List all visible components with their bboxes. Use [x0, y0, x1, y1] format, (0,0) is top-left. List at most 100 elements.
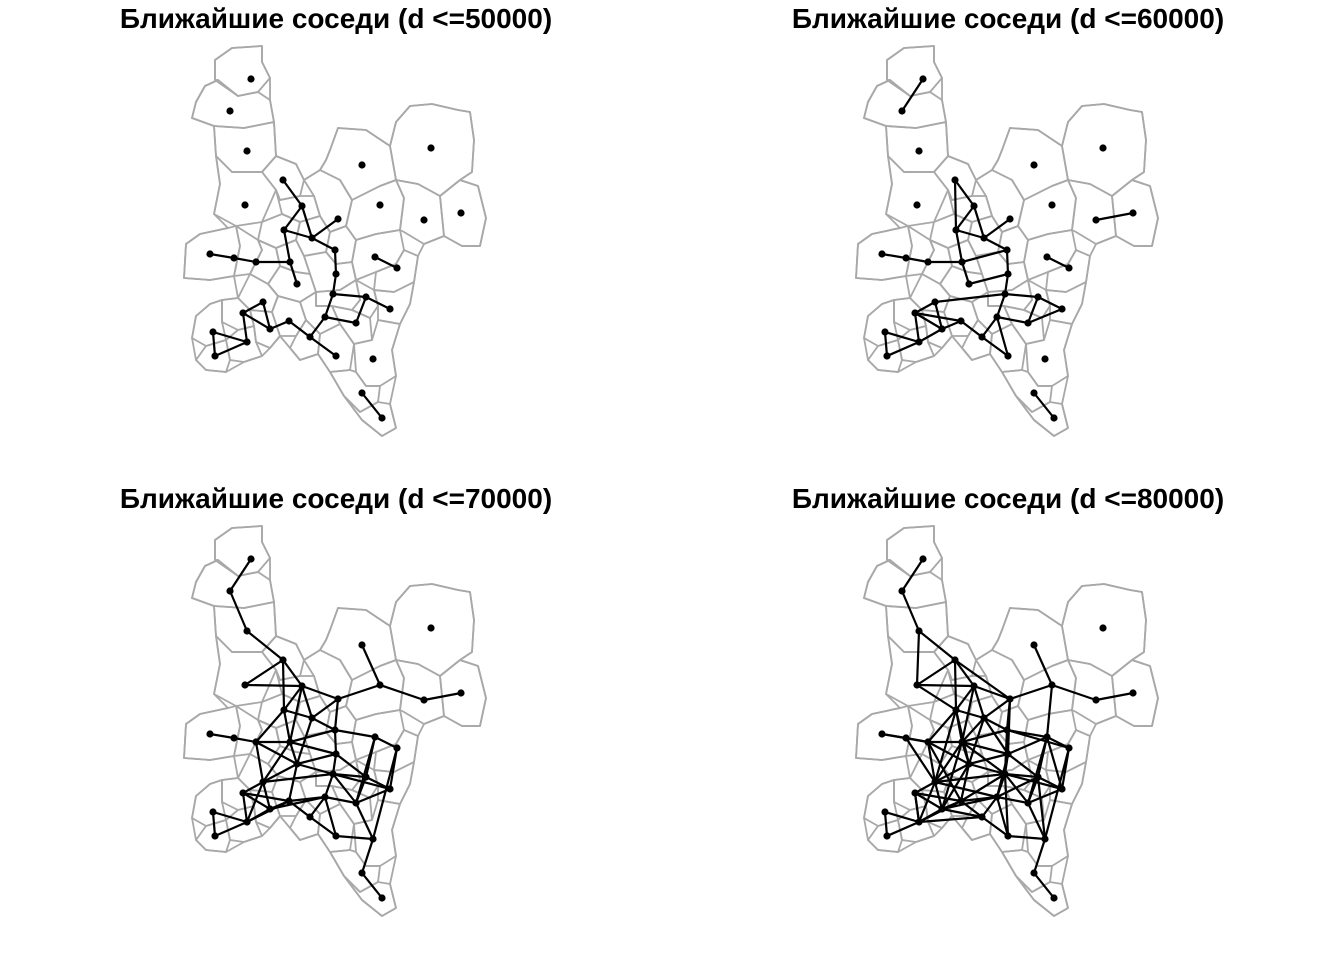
district-boundary — [191, 779, 227, 827]
neighbour-link — [960, 248, 1009, 264]
neighbour-link — [954, 204, 976, 232]
district-centroid — [878, 250, 886, 258]
neighbour-link — [915, 658, 957, 687]
district-centroid — [358, 869, 366, 877]
district-centroid — [993, 313, 1001, 321]
neighbour-link — [940, 807, 984, 819]
district-centroid — [280, 706, 288, 714]
district-centroid — [1004, 832, 1012, 840]
district-centroid — [913, 201, 921, 209]
neighbour-link — [208, 732, 236, 740]
panel-d80000: Ближайшие соседи (d <=80000) — [672, 480, 1344, 960]
neighbour-link — [308, 335, 338, 358]
neighbour-link — [1005, 728, 1071, 750]
panel-title: Ближайшие соседи (d <=50000) — [119, 3, 553, 34]
district-centroid — [1048, 201, 1056, 209]
district-centroid — [915, 627, 923, 635]
neighbour-link — [295, 716, 314, 766]
neighbour-link — [933, 740, 964, 784]
district-centroid — [993, 793, 1001, 801]
neighbour-links — [880, 557, 1135, 900]
neighbour-link — [967, 762, 1007, 776]
neighbour-link — [310, 236, 337, 252]
district-centroid — [919, 75, 927, 83]
neighbour-link — [373, 735, 399, 750]
neighbour-link — [261, 772, 335, 784]
neighbour-link — [261, 780, 272, 811]
district-centroid — [919, 555, 927, 563]
neighbour-link — [354, 735, 377, 805]
neighbour-link — [933, 708, 958, 784]
district-centroid — [980, 714, 988, 722]
neighbour-link — [245, 780, 265, 824]
district-centroid — [951, 656, 959, 664]
neighbour-link — [333, 697, 340, 732]
neighbour-link — [282, 684, 304, 712]
district-centroid — [1003, 246, 1011, 254]
district-centroid — [1006, 215, 1014, 223]
district-centroid — [1001, 770, 1009, 778]
neighbour-link — [1094, 691, 1135, 702]
region-outline — [855, 525, 1159, 917]
district-centroid — [938, 325, 946, 333]
district-boundary — [221, 297, 255, 331]
neighbour-link — [900, 589, 921, 633]
neighbour-link — [953, 658, 1012, 701]
district-centroid — [1129, 689, 1137, 697]
district-boundary — [233, 225, 263, 277]
district-centroid — [230, 254, 238, 262]
district-centroid — [1041, 835, 1049, 843]
district-boundaries — [183, 45, 487, 437]
neighbour-link — [883, 810, 921, 824]
neighbour-link — [1032, 837, 1047, 875]
neighbour-link — [364, 295, 392, 311]
neighbour-link — [995, 315, 1030, 325]
district-centroid — [1003, 726, 1011, 734]
district-centroid — [332, 352, 340, 360]
district-centroid — [321, 313, 329, 321]
district-centroid — [457, 209, 465, 217]
neighbour-link — [1026, 735, 1049, 805]
district-centroid — [878, 730, 886, 738]
district-centroid — [279, 176, 287, 184]
district-centroid — [1004, 270, 1012, 278]
neighbour-link — [282, 204, 304, 232]
neighbour-link — [1045, 683, 1054, 739]
neighbour-link — [243, 683, 304, 688]
neighbour-link — [282, 708, 314, 720]
neighbour-link — [1026, 787, 1064, 805]
district-boundary — [303, 649, 353, 713]
district-centroid — [902, 254, 910, 262]
district-centroid — [898, 587, 906, 595]
panel-d70000: Ближайшие соседи (d <=70000) — [0, 480, 672, 960]
district-centroid — [1050, 414, 1058, 422]
neighbour-link — [960, 740, 1010, 756]
neighbour-link — [288, 740, 299, 766]
neighbour-link — [995, 795, 1010, 838]
neighbour-link — [334, 834, 375, 841]
district-centroid — [285, 317, 293, 325]
neighbour-link — [1026, 307, 1064, 325]
district-centroid — [1099, 624, 1107, 632]
neighbour-link — [1032, 871, 1056, 900]
district-boundary — [225, 805, 263, 843]
panel-d50000: Ближайшие соседи (d <=50000) — [0, 0, 672, 480]
district-boundary — [897, 805, 935, 843]
neighbour-link — [913, 311, 921, 344]
district-centroid — [321, 793, 329, 801]
district-centroid — [457, 689, 465, 697]
neighbour-link — [310, 217, 340, 240]
neighbour-link — [926, 740, 963, 803]
district-centroid — [978, 813, 986, 821]
district-centroid — [259, 298, 267, 306]
district-centroids — [206, 555, 465, 902]
neighbour-link — [360, 391, 384, 420]
neighbour-link — [960, 740, 1007, 776]
district-boundary — [225, 325, 263, 363]
district-centroid — [243, 147, 251, 155]
neighbour-link — [261, 762, 299, 784]
district-boundaries — [183, 525, 487, 917]
district-centroid — [1030, 389, 1038, 397]
neighbour-link — [323, 292, 335, 319]
neighbour-link — [959, 795, 999, 803]
